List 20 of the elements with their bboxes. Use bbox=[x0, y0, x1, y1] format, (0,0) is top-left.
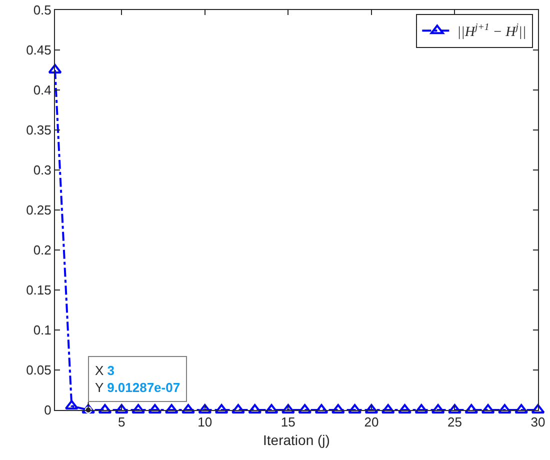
legend-label: ||H$^{j+1}$ − H$^{j}$|| bbox=[457, 22, 526, 40]
x-tick-label: 20 bbox=[364, 414, 379, 430]
y-tick-label: 0.45 bbox=[26, 42, 52, 58]
y-tick-label: 0.2 bbox=[33, 242, 52, 258]
x-tick-label: 5 bbox=[118, 414, 126, 430]
y-tick-label: 0 bbox=[44, 402, 52, 418]
y-tick-label: 0.5 bbox=[33, 2, 52, 18]
x-tick-label: 10 bbox=[198, 414, 212, 430]
x-axis-title: Iteration (j) bbox=[263, 432, 330, 448]
x-tick-label: 30 bbox=[530, 414, 546, 430]
y-tick-label: 0.25 bbox=[26, 202, 52, 218]
y-tick-label: 0.35 bbox=[26, 122, 52, 138]
x-tick-label: 15 bbox=[280, 414, 296, 430]
annotation: X 3 Y 9.01287e-07 bbox=[95, 363, 180, 395]
y-tick-label: 0.05 bbox=[26, 362, 52, 378]
y-tick-label: 0.15 bbox=[26, 282, 52, 298]
y-tick-label: 0.1 bbox=[33, 322, 52, 338]
y-tick-label: 0.3 bbox=[33, 162, 52, 178]
y-tick-label: 0.4 bbox=[33, 82, 52, 98]
x-tick-label: 25 bbox=[447, 414, 462, 430]
